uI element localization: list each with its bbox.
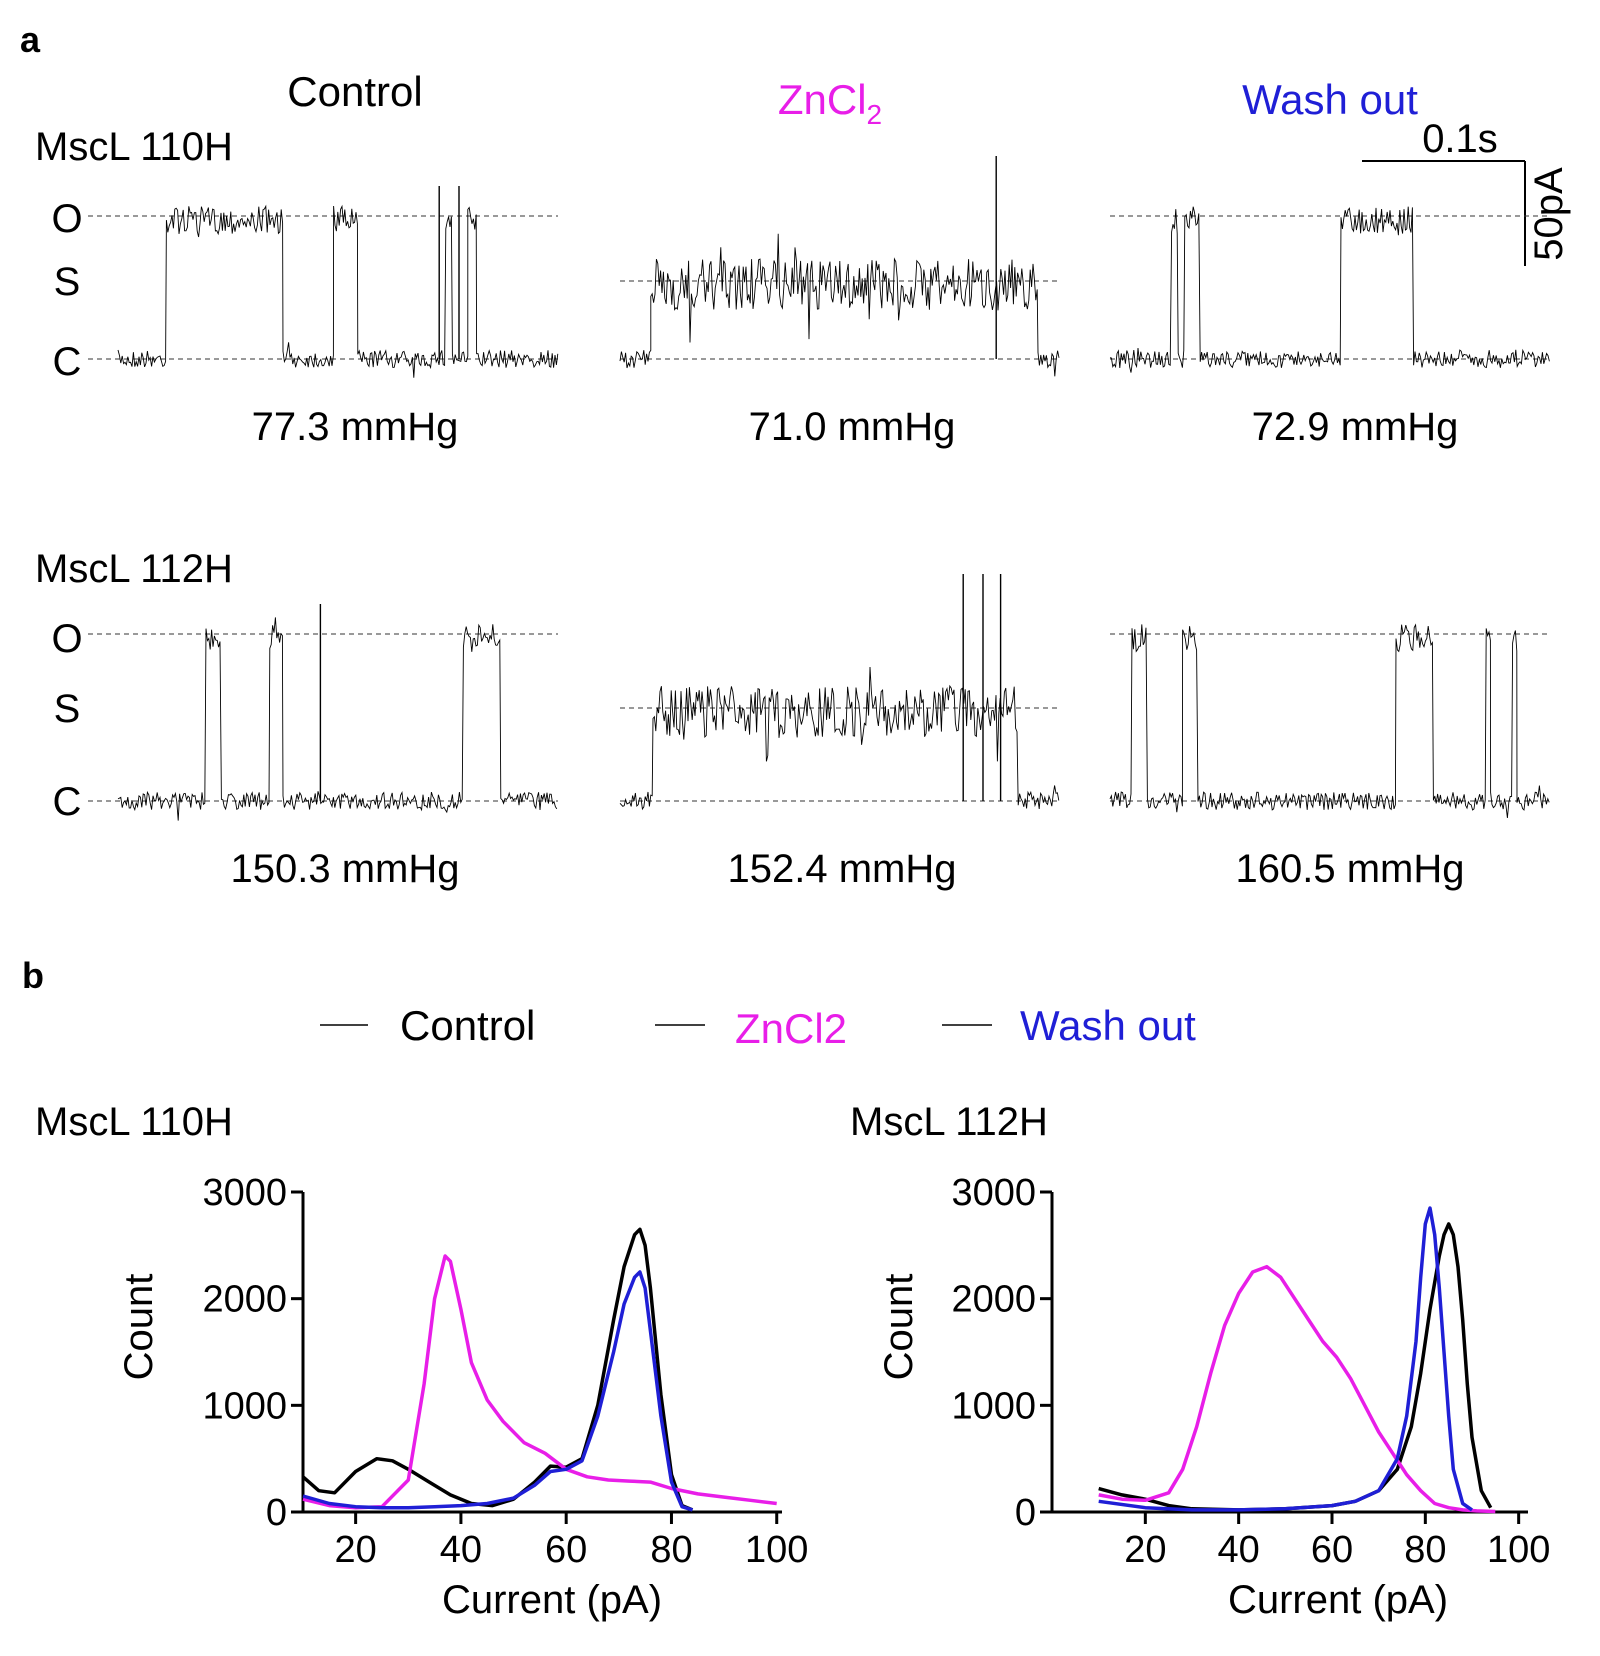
current-trace bbox=[619, 233, 1060, 377]
scale-bar: 0.1s 50pA bbox=[1362, 117, 1571, 266]
zncl2-title-base: ZnCl bbox=[778, 76, 867, 123]
condition-title-zncl2: ZnCl2 bbox=[778, 76, 882, 130]
legend-entry-washout: Wash out bbox=[1020, 1002, 1196, 1049]
state-label-open: O bbox=[51, 617, 82, 661]
condition-title-control: Control bbox=[287, 68, 422, 115]
current-trace bbox=[117, 204, 559, 378]
row-label-110h: MscL 110H bbox=[35, 125, 233, 169]
x-axis-label: Current (pA) bbox=[442, 1578, 662, 1622]
pressure-label: 77.3 mmHg bbox=[252, 405, 459, 449]
trace-row-110h: MscL 110H O S C 77.3 mmHg 71.0 mmHg 72.9… bbox=[35, 125, 1550, 449]
chart-title: MscL 112H bbox=[850, 1100, 1048, 1144]
x-tick-label: 100 bbox=[745, 1529, 808, 1571]
current-trace bbox=[1109, 206, 1550, 373]
histogram-112h: MscL 112H 0 1000 2000 3000 20 40 60 80 100 Curre… bbox=[850, 1100, 1550, 1622]
series-line-zncl2 bbox=[302, 1254, 777, 1510]
x-tick-label: 40 bbox=[1218, 1529, 1260, 1571]
panel-b-label: b bbox=[22, 955, 44, 996]
state-label-closed: C bbox=[53, 340, 82, 384]
y-axis-label: Count bbox=[877, 1274, 921, 1381]
series-line-control bbox=[301, 1227, 694, 1512]
pressure-label: 150.3 mmHg bbox=[231, 847, 460, 891]
chart-title: MscL 110H bbox=[35, 1100, 233, 1144]
current-trace bbox=[1109, 623, 1550, 819]
current-trace bbox=[117, 617, 558, 821]
x-tick-label: 20 bbox=[1124, 1529, 1166, 1571]
pressure-label: 152.4 mmHg bbox=[728, 847, 957, 891]
y-axis-label: Count bbox=[117, 1274, 161, 1381]
state-label-subconductance: S bbox=[54, 687, 81, 731]
y-tick-label: 3000 bbox=[951, 1172, 1036, 1214]
legend: Control ZnCl2 Wash out bbox=[320, 1002, 1196, 1052]
state-label-closed: C bbox=[53, 780, 82, 824]
legend-entry-zncl2: ZnCl2 bbox=[735, 1005, 847, 1052]
current-trace bbox=[619, 666, 1060, 811]
pressure-label: 72.9 mmHg bbox=[1252, 405, 1459, 449]
x-tick-label: 60 bbox=[545, 1529, 587, 1571]
x-tick-label: 60 bbox=[1311, 1529, 1353, 1571]
legend-entry-control: Control bbox=[400, 1002, 535, 1049]
plot-area: 0 1000 2000 3000 20 40 60 80 100 bbox=[202, 1172, 808, 1571]
pressure-label: 160.5 mmHg bbox=[1236, 847, 1465, 891]
x-tick-label: 20 bbox=[334, 1529, 376, 1571]
x-tick-label: 100 bbox=[1487, 1529, 1550, 1571]
trace-group-110h bbox=[88, 156, 1550, 378]
scale-bar-time-label: 0.1s bbox=[1422, 117, 1498, 161]
y-tick-label: 0 bbox=[266, 1492, 287, 1534]
condition-title-washout: Wash out bbox=[1242, 76, 1418, 123]
panel-a-label: a bbox=[20, 19, 41, 60]
scale-bar-current-label: 50pA bbox=[1527, 167, 1571, 261]
pressure-label: 71.0 mmHg bbox=[749, 405, 956, 449]
histogram-110h: MscL 110H 0 1000 2000 3000 20 40 60 80 100 Curre… bbox=[35, 1100, 808, 1622]
state-label-subconductance: S bbox=[54, 260, 81, 304]
y-tick-label: 0 bbox=[1015, 1492, 1036, 1534]
x-tick-label: 80 bbox=[1404, 1529, 1446, 1571]
x-tick-label: 40 bbox=[440, 1529, 482, 1571]
series-line-wash-out bbox=[1098, 1206, 1473, 1512]
y-tick-label: 3000 bbox=[202, 1172, 287, 1214]
row-label-112h: MscL 112H bbox=[35, 547, 233, 591]
x-axis-label: Current (pA) bbox=[1228, 1578, 1448, 1622]
y-tick-label: 1000 bbox=[951, 1385, 1036, 1427]
y-tick-label: 2000 bbox=[202, 1279, 287, 1321]
trace-group-112h bbox=[88, 574, 1550, 821]
zncl2-title-subscript: 2 bbox=[867, 99, 883, 130]
plot-area: 0 1000 2000 3000 20 40 60 80 100 bbox=[951, 1172, 1550, 1571]
y-tick-label: 1000 bbox=[202, 1385, 287, 1427]
series-line-zncl2 bbox=[1098, 1264, 1496, 1514]
trace-row-112h: MscL 112H O S C 150.3 mmHg 152.4 mmHg 16… bbox=[35, 547, 1550, 891]
x-tick-label: 80 bbox=[650, 1529, 692, 1571]
y-tick-label: 2000 bbox=[951, 1279, 1036, 1321]
series-line-wash-out bbox=[302, 1270, 694, 1512]
state-label-open: O bbox=[51, 197, 82, 241]
